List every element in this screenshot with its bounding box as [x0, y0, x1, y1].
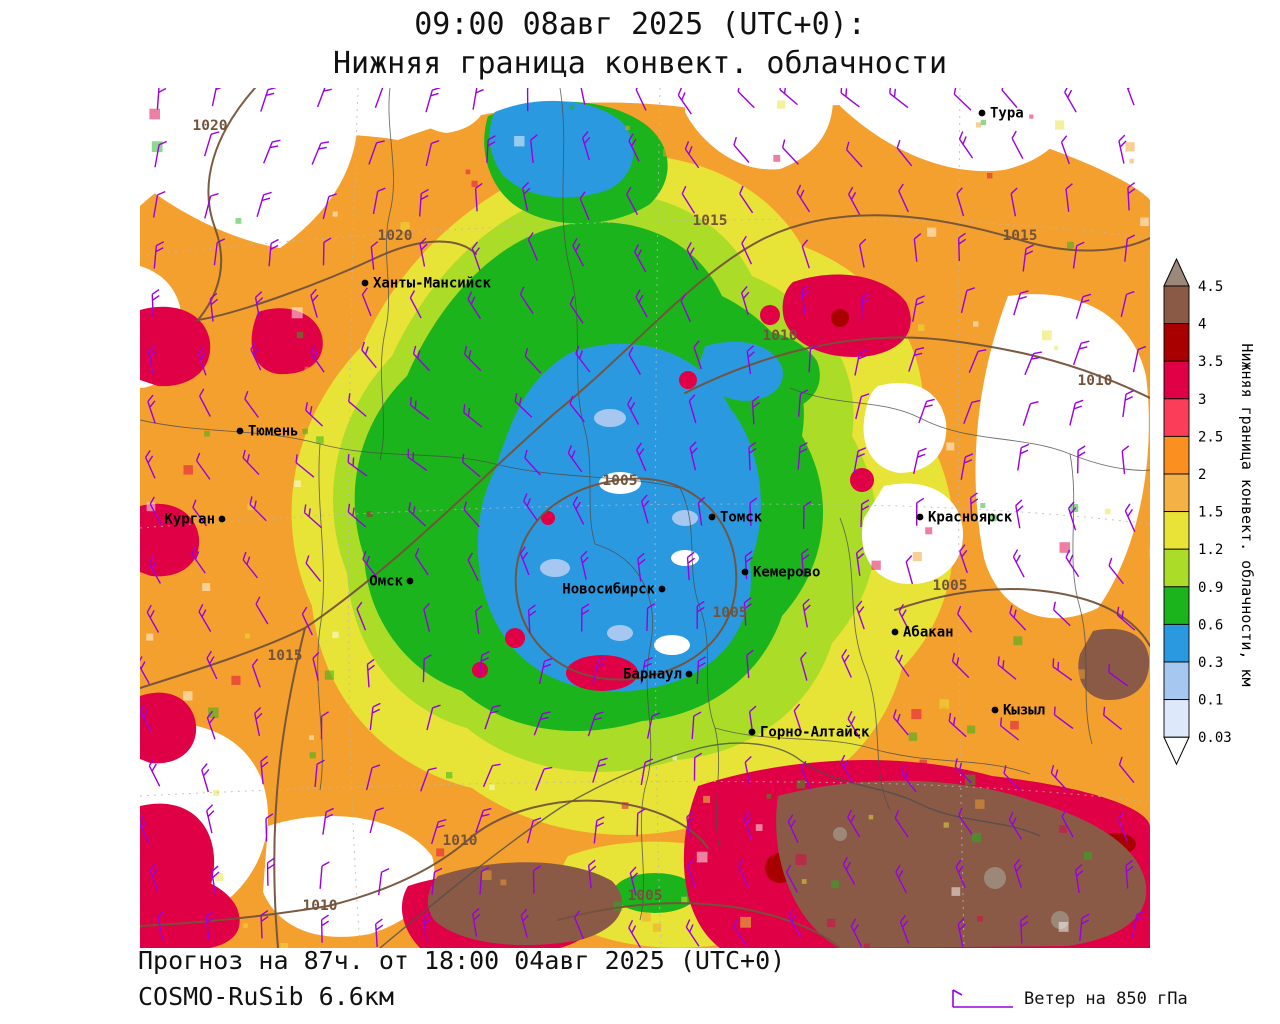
isobar-label: 1010: [303, 898, 338, 914]
isobar-label: 1005: [713, 605, 748, 621]
colorbar-tick-label: 1.5: [1198, 505, 1223, 521]
isobar-label: 1015: [1003, 228, 1038, 244]
city-dot: [708, 513, 716, 521]
graticule-lines: [140, 88, 1150, 948]
colorbar-tick-label: 0.6: [1198, 617, 1223, 633]
city-dot: [236, 427, 244, 435]
wind-barbs: [140, 88, 1147, 948]
wind-legend: Ветер на 850 гПа: [950, 986, 1188, 1012]
colorbar-tick-label: 0.9: [1198, 580, 1223, 596]
city-dot: [406, 577, 414, 585]
city-dot: [361, 279, 369, 287]
title-datetime: 09:00 08авг 2025 (UTC+0):: [414, 7, 866, 42]
colorbar-segment: [1163, 511, 1190, 550]
colorbar-segment: [1163, 473, 1190, 513]
city-dot: [685, 670, 693, 678]
city-markers: Тура Ханты-Мансийск Тюмень Курган Омск Новоси…: [164, 106, 1045, 741]
colorbar-tick-label: 0.03: [1198, 730, 1232, 746]
colorbar-segment: [1163, 623, 1190, 663]
colorbar-segment: [1163, 699, 1190, 738]
isobar-label: 1015: [268, 648, 303, 664]
isobar-label: 1005: [603, 473, 638, 489]
city-label: Новосибирск: [562, 582, 655, 598]
city-dot: [978, 109, 986, 117]
city-dot: [991, 706, 999, 714]
colorbar-segment: [1163, 398, 1190, 437]
colorbar-under-arrow: [1163, 736, 1190, 766]
colorbar-segment: [1163, 661, 1190, 701]
isobar-label: 1005: [933, 578, 968, 594]
city-label: Кызыл: [1003, 703, 1045, 719]
colorbar-segment: [1163, 548, 1190, 588]
isobar-label: 1020: [378, 228, 413, 244]
wind-barb-icon: [952, 989, 1013, 1008]
isobar-label: 1015: [693, 213, 728, 229]
isobar-labels: 1020 1020 1015 1015 1015 1010 1010 1010 1010 1005…: [193, 118, 1113, 914]
isobar-label: 1005: [628, 888, 663, 904]
forecast-info: Прогноз на 87ч. от 18:00 04авг 2025 (UTC…: [138, 946, 786, 975]
isobar-label: 1020: [193, 118, 228, 134]
model-info: COSMO-RuSib 6.6км: [138, 982, 394, 1011]
colorbar-over-arrow: [1163, 258, 1190, 287]
isobar-label: 1010: [763, 328, 798, 344]
colorbar-tick-label: 2.5: [1198, 429, 1223, 445]
isobar-lines: [140, 88, 1150, 948]
colorbar-tick-label: 4: [1198, 317, 1206, 333]
city-dot: [741, 568, 749, 576]
city-label: Томск: [720, 510, 763, 526]
city-label: Барнаул: [623, 667, 682, 683]
colorbar-segment: [1163, 360, 1190, 400]
map-canvas: 1020 1020 1015 1015 1015 1010 1010 1010 1010 1005…: [140, 88, 1150, 948]
colorbar: 4.5 4 3.5 3 2.5 2 1.5 1.2 0.9 0.6 0.3 0.1 0.03: [1163, 258, 1232, 766]
colorbar-tick-label: 3.5: [1198, 354, 1223, 370]
colorbar-tick-label: 1.2: [1198, 542, 1223, 558]
isobar-label: 1010: [1078, 373, 1113, 389]
city-label: Кемерово: [753, 565, 820, 581]
city-label: Горно-Алтайск: [760, 725, 870, 741]
city-dot: [748, 728, 756, 736]
city-label: Тура: [990, 106, 1024, 122]
colorbar-axis-label: Нижняя граница конвект. облачности, км: [1238, 343, 1256, 687]
city-dot: [891, 628, 899, 636]
colorbar-tick-label: 0.3: [1198, 655, 1223, 671]
colorbar-tick-label: 0.1: [1198, 693, 1223, 709]
colorbar-tick-label: 4.5: [1198, 279, 1223, 295]
colorbar-segment: [1163, 285, 1190, 325]
colorbar-segment: [1163, 586, 1190, 625]
title-parameter: Нижняя граница конвект. облачности: [332, 46, 948, 81]
colorbar-tick-label: 2: [1198, 467, 1206, 483]
city-label: Омск: [369, 574, 403, 590]
city-dot: [658, 585, 666, 593]
city-dot: [916, 513, 924, 521]
city-dot: [218, 515, 226, 523]
city-label: Красноярск: [928, 510, 1013, 526]
page-title: 09:00 08авг 2025 (UTC+0): Нижняя граница…: [0, 5, 1280, 83]
city-label: Курган: [164, 512, 215, 528]
colorbar-segment: [1163, 323, 1190, 362]
city-label: Абакан: [903, 625, 954, 641]
colorbar-segment: [1163, 435, 1190, 475]
colorbar-tick-label: 3: [1198, 392, 1206, 408]
isobar-label: 1010: [443, 833, 478, 849]
wind-legend-label: Ветер на 850 гПа: [1024, 989, 1188, 1009]
city-label: Ханты-Мансийск: [373, 276, 492, 292]
admin-boundaries: [140, 88, 1150, 948]
city-label: Тюмень: [248, 424, 299, 440]
